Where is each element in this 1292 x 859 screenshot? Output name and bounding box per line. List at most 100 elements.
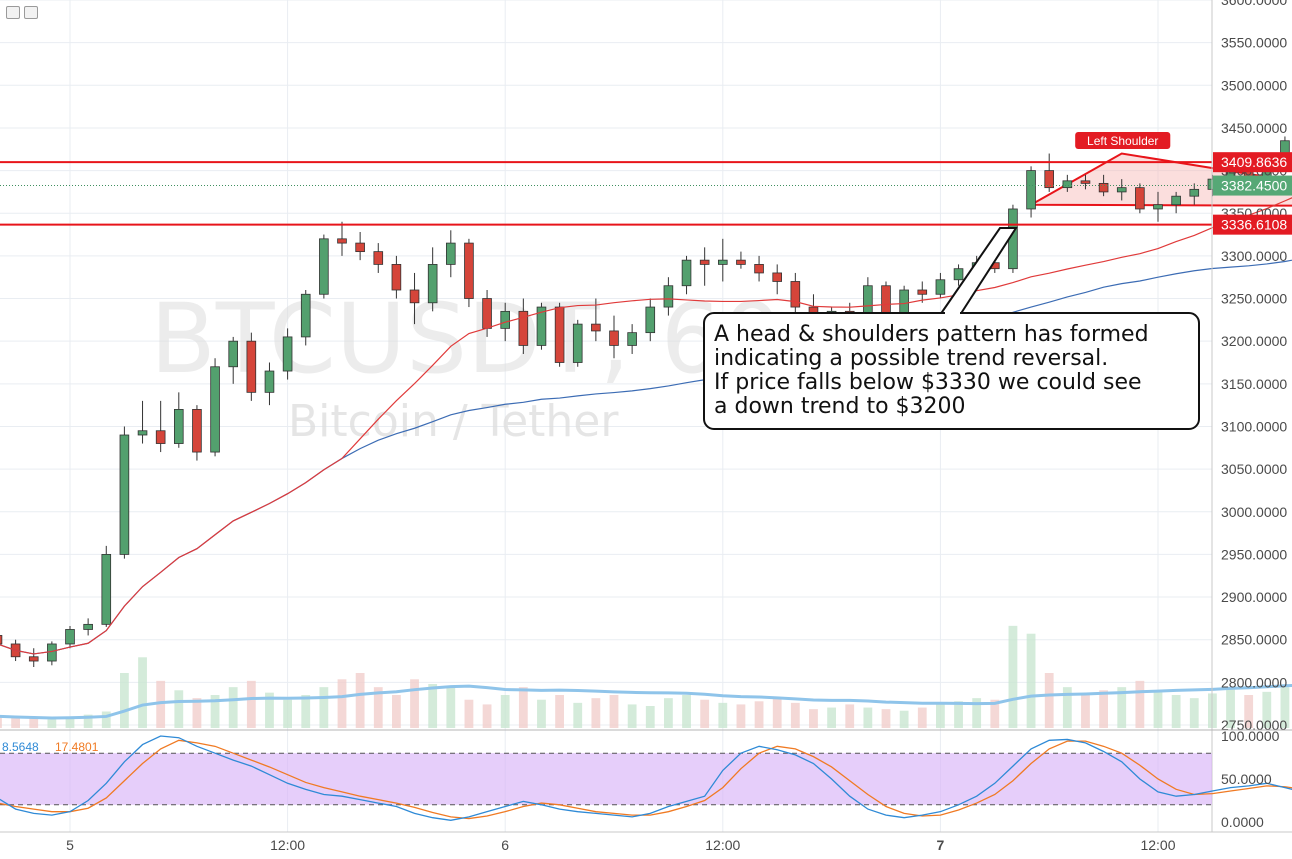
volume-bar	[138, 657, 147, 728]
candle-body[interactable]	[228, 340, 239, 368]
candle-body[interactable]	[337, 238, 347, 244]
candle-body[interactable]	[137, 430, 148, 436]
candle-body[interactable]	[373, 251, 384, 265]
volume-bar	[990, 699, 1000, 728]
volume-bar	[954, 701, 963, 728]
candle-body[interactable]	[645, 306, 656, 334]
candle-body[interactable]	[790, 281, 801, 308]
candle-body[interactable]	[1098, 182, 1109, 193]
volume-bar	[1117, 687, 1127, 728]
candle-body[interactable]	[572, 323, 583, 363]
candle-body[interactable]	[173, 409, 184, 444]
candle-body[interactable]	[28, 656, 39, 662]
candle-body[interactable]	[1153, 204, 1163, 210]
candle-body[interactable]	[736, 259, 746, 265]
ma-fast-line	[0, 197, 1292, 655]
volume-bar	[1280, 687, 1290, 728]
candle-body[interactable]	[246, 340, 257, 393]
candle-body[interactable]	[282, 336, 293, 372]
candle-body[interactable]	[718, 259, 728, 265]
price-tick-label: 3100.0000	[1221, 418, 1287, 434]
candle-body[interactable]	[1062, 180, 1073, 189]
price-tick-label: 3450.0000	[1221, 120, 1287, 136]
candle-body[interactable]	[391, 264, 402, 291]
callout-line: indicating a possible trend reversal.	[714, 346, 1108, 371]
volume-bar	[1099, 690, 1108, 728]
price-tick-label: 3050.0000	[1221, 461, 1287, 477]
price-tick-label: 3150.0000	[1221, 376, 1287, 392]
volume-bar	[809, 709, 818, 728]
candle-body[interactable]	[1026, 170, 1036, 210]
volume-bar	[337, 679, 347, 728]
candle-body[interactable]	[935, 279, 946, 295]
candle-body[interactable]	[536, 306, 547, 346]
candle-body[interactable]	[518, 310, 529, 346]
candle-body[interactable]	[917, 289, 928, 295]
candle-body[interactable]	[0, 635, 3, 645]
candle-body[interactable]	[953, 268, 964, 281]
candle-body[interactable]	[754, 264, 764, 274]
candle-body[interactable]	[609, 330, 619, 346]
gear-icon[interactable]	[6, 6, 20, 19]
candle-body[interactable]	[192, 409, 202, 453]
camera-icon[interactable]	[24, 6, 38, 19]
candle-body[interactable]	[1044, 170, 1055, 189]
volume-bar	[936, 702, 945, 728]
callout-line: If price falls below $3330 we could see	[714, 370, 1142, 395]
candle-body[interactable]	[47, 643, 57, 662]
candle-body[interactable]	[155, 430, 166, 444]
stoch-k-value: 8.5648	[2, 740, 39, 754]
volume-bar	[11, 717, 20, 728]
volume-bar	[1062, 687, 1072, 728]
volume-bar	[863, 707, 873, 728]
chart-controls[interactable]	[6, 6, 38, 19]
price-tick-label: 2850.0000	[1221, 632, 1287, 648]
callout-join	[945, 311, 960, 316]
candle-body[interactable]	[1135, 187, 1145, 210]
candle-body[interactable]	[482, 298, 492, 329]
candle-body[interactable]	[445, 242, 456, 265]
candle-body[interactable]	[300, 293, 311, 338]
candle-body[interactable]	[591, 323, 601, 332]
price-tick-label: 3600.0000	[1221, 0, 1287, 8]
candle-body[interactable]	[772, 272, 782, 282]
candle-body[interactable]	[83, 623, 93, 630]
volume-bar	[0, 716, 2, 728]
candle-body[interactable]	[681, 259, 692, 287]
volume-bar	[627, 704, 637, 728]
candle-body[interactable]	[881, 285, 891, 316]
candle-body[interactable]	[427, 264, 438, 304]
candle-body[interactable]	[1171, 195, 1181, 206]
candle-body[interactable]	[319, 238, 329, 295]
volume-bar	[446, 687, 456, 728]
candle-body[interactable]	[119, 434, 130, 555]
volume-bar	[228, 687, 238, 728]
volume-bar	[1262, 691, 1272, 728]
candle-body[interactable]	[699, 259, 710, 265]
volume-bar	[47, 719, 57, 728]
callout-pointer	[939, 227, 1018, 316]
price-tick-label: 2900.0000	[1221, 589, 1287, 605]
candle-body[interactable]	[355, 242, 365, 253]
volume-bar	[500, 695, 510, 728]
candle-body[interactable]	[500, 310, 510, 329]
volume-bar	[1153, 690, 1163, 728]
candle-body[interactable]	[663, 285, 674, 308]
candle-body[interactable]	[1116, 187, 1127, 193]
candle-body[interactable]	[464, 242, 474, 299]
candle-body[interactable]	[1080, 180, 1091, 184]
osc-tick-label: 50.0000	[1221, 771, 1272, 787]
candle-body[interactable]	[1189, 188, 1200, 197]
candle-body[interactable]	[264, 370, 275, 393]
candle-body[interactable]	[554, 306, 565, 363]
candle-body[interactable]	[65, 629, 75, 645]
candle-body[interactable]	[210, 366, 220, 453]
candle-body[interactable]	[101, 554, 112, 625]
watermark-name: Bitcoin / Tether	[288, 396, 619, 447]
osc-tick-label: 100.0000	[1221, 728, 1280, 744]
candle-body[interactable]	[627, 332, 637, 346]
candle-body[interactable]	[409, 289, 420, 304]
stoch-d-value: 17.4801	[55, 740, 99, 754]
